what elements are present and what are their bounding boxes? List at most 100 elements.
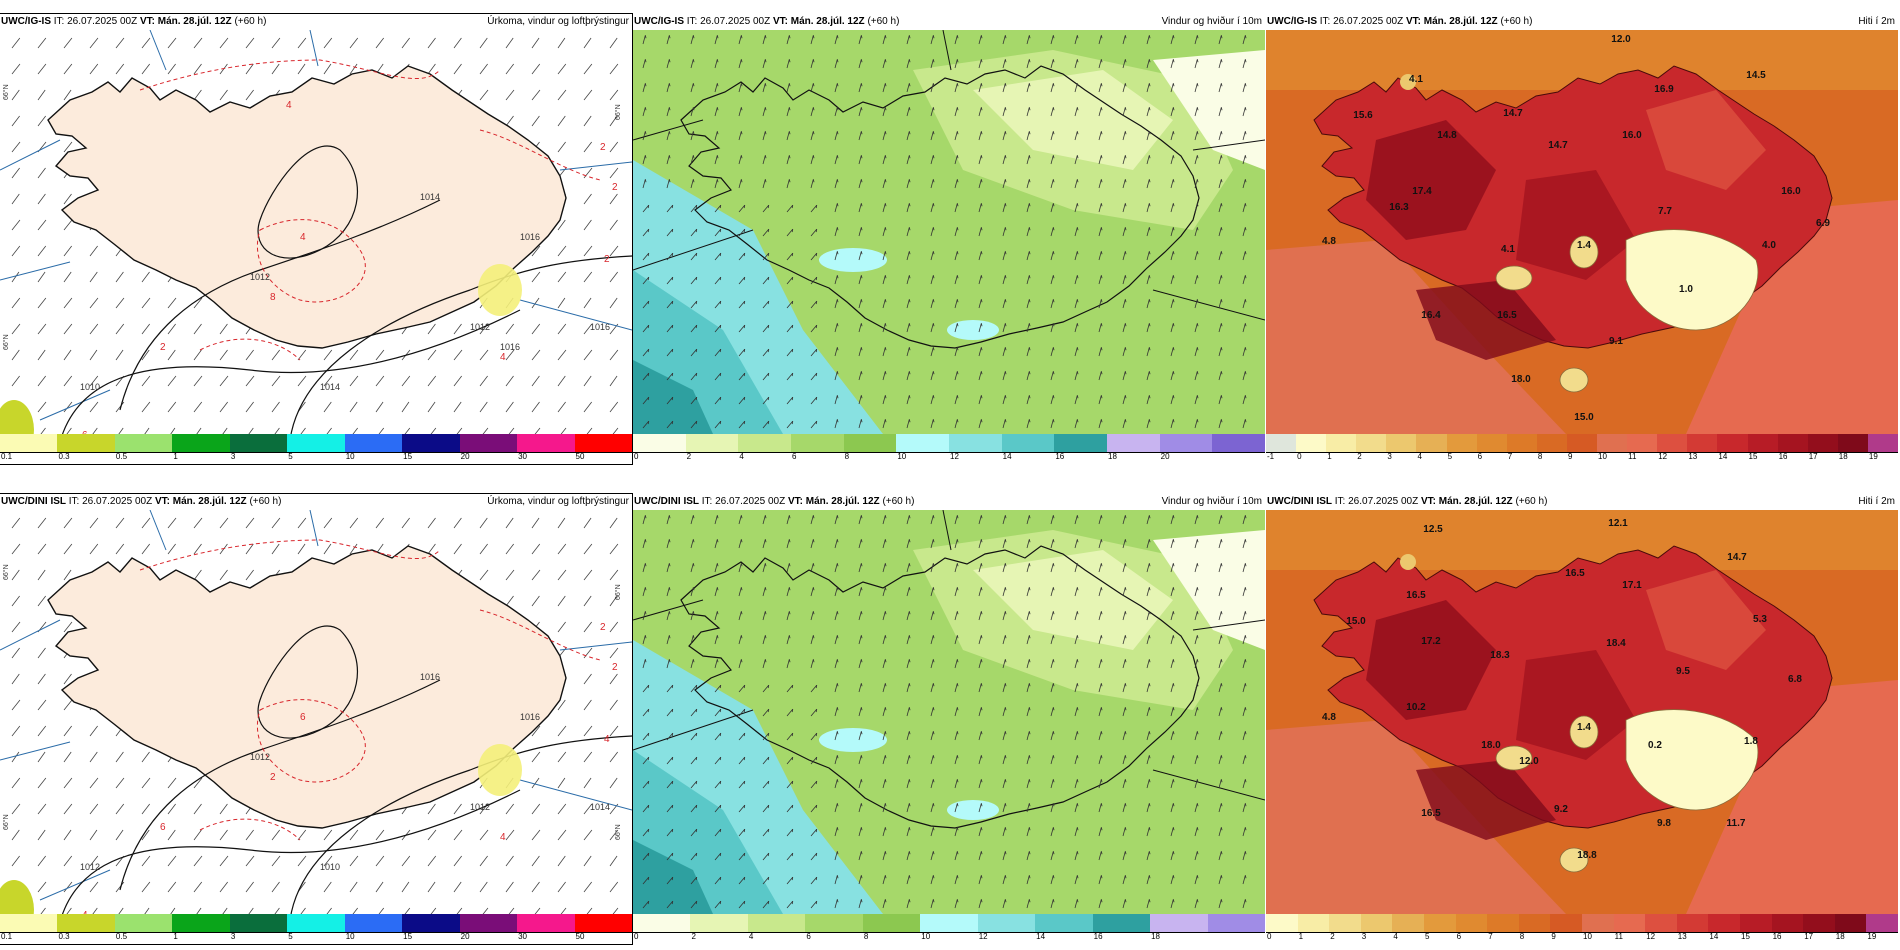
wind-arrow	[906, 635, 910, 645]
wind-arrow-head	[1148, 347, 1151, 351]
wind-arrow	[834, 875, 838, 885]
wind-arrow	[1074, 371, 1078, 381]
wind-barb	[323, 517, 333, 529]
wind-arrow	[1242, 419, 1246, 429]
wind-arrow	[954, 131, 958, 141]
wind-arrow-head	[1148, 899, 1151, 903]
wind-arrow-head	[1004, 899, 1007, 903]
wind-barb	[11, 751, 20, 763]
wind-barb	[479, 63, 488, 75]
wind-barb	[271, 881, 280, 893]
wind-barb	[37, 803, 47, 815]
wind-arrow	[786, 131, 790, 141]
wind-barb	[219, 401, 229, 413]
wind-arrow-head	[788, 155, 791, 159]
wind-arrow	[834, 659, 838, 669]
wind-arrow	[1194, 875, 1198, 885]
wind-arrow-head	[1004, 659, 1007, 663]
wind-arrow-head	[647, 277, 650, 281]
wind-barb	[193, 777, 203, 789]
wind-arrow	[1002, 227, 1006, 237]
wind-arrow-head	[1172, 803, 1175, 807]
wind-arrow-head	[767, 853, 770, 857]
wind-arrow-head	[767, 805, 770, 809]
wind-arrow	[1026, 899, 1030, 909]
wind-arrow-head	[1124, 851, 1127, 855]
wind-arrow	[1122, 107, 1126, 117]
wind-arrow	[1194, 227, 1198, 237]
wind-arrow	[858, 539, 862, 549]
colorbar-swatch	[685, 434, 739, 452]
wind-arrow	[786, 396, 794, 405]
wind-arrow-head	[671, 757, 674, 761]
wind-arrow	[1170, 659, 1174, 669]
wind-arrow	[1002, 83, 1006, 93]
temp-map[interactable]: 12.5 12.1 14.7 16.5 16.5 17.1 15.0 17.2 18.4 5.3 1…	[1266, 510, 1898, 914]
wind-arrow	[738, 684, 746, 693]
wind-arrow-head	[1124, 83, 1127, 87]
wind-barb	[557, 115, 566, 127]
colorbar-tick-label: 0.5	[115, 452, 128, 461]
wind-arrow	[738, 563, 742, 573]
wind-map[interactable]	[633, 510, 1265, 914]
wind-arrow	[1074, 779, 1078, 789]
wind-barb	[245, 517, 255, 529]
wind-arrow	[978, 707, 982, 717]
wind-arrow	[1122, 203, 1126, 213]
wind-arrow	[1194, 803, 1198, 813]
wind-arrow-head	[1220, 563, 1223, 567]
temperature-label: 9.2	[1554, 804, 1568, 815]
isobar-label: 1016	[520, 712, 540, 722]
wind-arrow-head	[671, 229, 674, 233]
wind-arrow-head	[695, 349, 698, 353]
wind-arrow-head	[767, 301, 770, 305]
wind-arrow-head	[668, 635, 671, 639]
precip-map[interactable]: 10121012101210101016101610142426642466°N…	[0, 510, 632, 924]
wind-arrow	[882, 203, 886, 213]
wind-arrow	[1098, 131, 1102, 141]
wind-arrow-head	[860, 587, 863, 591]
wind-barb	[63, 271, 72, 283]
wind-arrow-head	[1196, 611, 1199, 615]
colorbar-tick-label: 5	[1447, 452, 1453, 461]
wind-arrow	[858, 803, 862, 813]
wind-arrow-head	[1052, 35, 1055, 39]
wind-arrow	[786, 276, 794, 285]
wind-barb	[531, 245, 541, 257]
wind-barb	[505, 543, 515, 555]
wind-arrow	[834, 131, 838, 141]
wind-arrow-head	[860, 683, 863, 687]
wind-arrow-head	[1244, 683, 1247, 687]
wind-arrow	[762, 756, 770, 765]
precip-map[interactable]: 1010101210121014101410161016101622242684…	[0, 30, 632, 444]
wind-arrow	[714, 780, 722, 789]
wind-arrow-head	[1148, 851, 1151, 855]
colorbar-swatch	[114, 434, 173, 452]
wind-barb	[63, 219, 73, 231]
wind-arrow-head	[1196, 59, 1199, 63]
wind-arrow	[1026, 683, 1030, 693]
wind-arrow-head	[956, 35, 959, 39]
wind-arrow-head	[1100, 131, 1103, 135]
isobar-label: 1012	[80, 862, 100, 872]
wind-arrow-head	[836, 659, 839, 663]
wind-arrow-head	[743, 781, 746, 785]
wind-arrow	[1146, 635, 1150, 645]
wind-arrow-head	[860, 635, 863, 639]
wind-arrow-head	[1052, 539, 1055, 543]
wind-barb	[427, 517, 436, 529]
wind-arrow	[690, 611, 694, 621]
wind-arrow-head	[1172, 59, 1175, 63]
wind-arrow	[1218, 539, 1222, 549]
wind-arrow	[1170, 107, 1174, 117]
wind-arrow-head	[791, 253, 794, 257]
wind-arrow-head	[764, 83, 767, 87]
wind-arrow-head	[836, 107, 839, 111]
wind-map[interactable]	[633, 30, 1265, 434]
temp-map[interactable]: 12.0 4.1 16.9 14.5 15.6 14.7 14.8 14.7 16.0 17.4 1…	[1266, 30, 1898, 434]
wind-barb	[89, 375, 99, 387]
wind-arrow	[1242, 611, 1246, 621]
wind-arrow	[1194, 563, 1198, 573]
wind-arrow-head	[1220, 611, 1223, 615]
wind-arrow-head	[1052, 755, 1055, 759]
